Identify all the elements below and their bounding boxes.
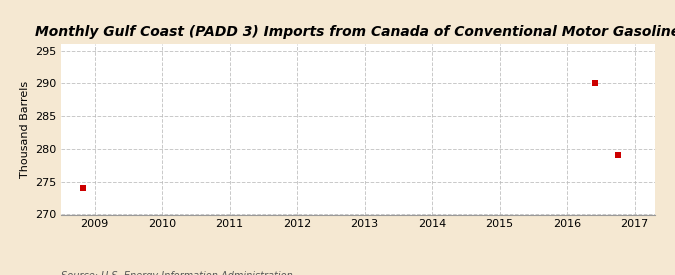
Title: Monthly Gulf Coast (PADD 3) Imports from Canada of Conventional Motor Gasoline: Monthly Gulf Coast (PADD 3) Imports from…	[35, 25, 675, 39]
Point	[590, 81, 601, 86]
Text: Source: U.S. Energy Information Administration: Source: U.S. Energy Information Administ…	[61, 271, 292, 275]
Point	[612, 153, 623, 158]
Point	[78, 186, 88, 191]
Y-axis label: Thousand Barrels: Thousand Barrels	[20, 81, 30, 178]
